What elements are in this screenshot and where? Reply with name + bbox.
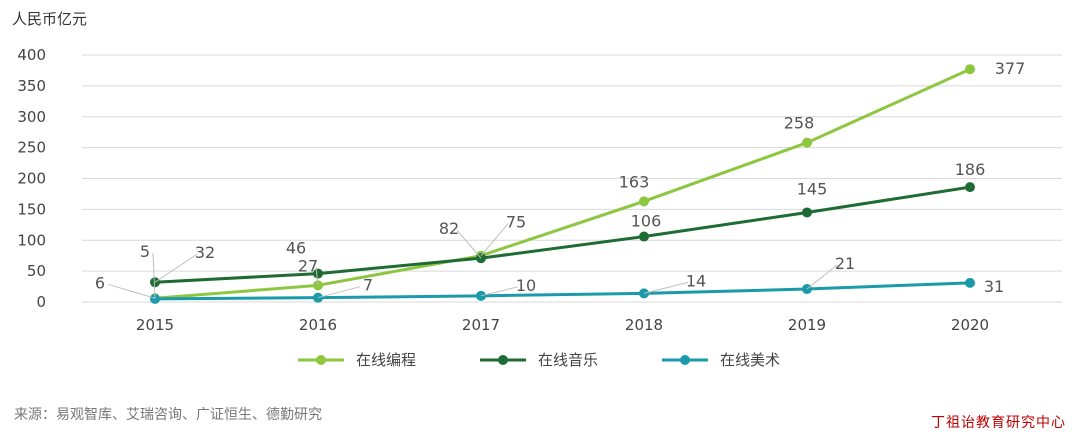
leader-line xyxy=(154,253,198,283)
x-tick-label: 2015 xyxy=(136,316,174,334)
legend-marker xyxy=(498,355,508,365)
data-label: 75 xyxy=(506,213,526,232)
watermark: 丁祖诒教育研究中心 xyxy=(931,415,1066,431)
data-point xyxy=(802,137,812,148)
data-label: 27 xyxy=(298,256,318,275)
series-line-3 xyxy=(154,281,971,301)
data-label: 186 xyxy=(955,160,986,179)
data-point xyxy=(639,231,649,242)
x-tick-label: 2020 xyxy=(951,316,989,334)
x-tick-label: 2019 xyxy=(788,316,826,334)
series-line-1 xyxy=(154,67,971,300)
y-tick-label: 100 xyxy=(17,231,46,249)
leader-line xyxy=(643,281,689,294)
leader-line xyxy=(107,283,156,299)
leader-line xyxy=(152,252,156,299)
y-tick-label: 50 xyxy=(27,262,46,280)
data-label: 14 xyxy=(686,271,706,290)
x-tick-label: 2017 xyxy=(462,316,500,334)
y-tick-label: 0 xyxy=(36,293,46,311)
data-label: 106 xyxy=(631,212,662,231)
legend-marker xyxy=(316,355,326,365)
data-point xyxy=(313,268,323,279)
y-tick-label: 250 xyxy=(17,139,46,157)
data-label: 10 xyxy=(516,276,536,295)
leader-line xyxy=(317,286,361,299)
x-tick-label: 2018 xyxy=(625,316,663,334)
data-label: 21 xyxy=(835,254,855,273)
y-tick-label: 350 xyxy=(17,77,46,95)
legend-label: 在线美术 xyxy=(720,351,780,369)
legend-marker xyxy=(680,355,690,365)
y-axis-unit-label: 人民币亿元 xyxy=(12,10,88,28)
data-label: 32 xyxy=(195,243,215,262)
data-label: 258 xyxy=(784,114,815,133)
data-label: 6 xyxy=(95,273,105,292)
data-point xyxy=(965,182,975,193)
data-point xyxy=(965,277,975,288)
data-label: 46 xyxy=(286,239,306,258)
leader-line xyxy=(315,267,319,286)
leader-line xyxy=(480,223,509,257)
data-point xyxy=(965,64,975,75)
legend-label: 在线音乐 xyxy=(538,351,598,369)
data-label: 163 xyxy=(619,172,650,191)
source-note: 来源：易观智库、艾瑞咨询、广证恒生、德勤研究 xyxy=(14,407,322,423)
y-tick-label: 150 xyxy=(17,200,46,218)
data-label: 31 xyxy=(984,277,1004,296)
leader-line xyxy=(480,286,519,297)
y-tick-label: 400 xyxy=(17,46,46,64)
data-label: 377 xyxy=(995,59,1026,78)
legend-label: 在线编程 xyxy=(356,351,416,369)
series-line-2 xyxy=(154,185,971,284)
data-label: 82 xyxy=(439,219,459,238)
leader-line xyxy=(456,229,482,259)
x-tick-label: 2016 xyxy=(299,316,337,334)
y-tick-label: 200 xyxy=(17,170,46,188)
data-label: 7 xyxy=(363,276,373,295)
data-point xyxy=(639,196,649,207)
data-label: 145 xyxy=(797,179,828,198)
data-label: 5 xyxy=(140,242,150,261)
data-point xyxy=(802,207,812,218)
y-tick-label: 300 xyxy=(17,108,46,126)
leader-line xyxy=(806,264,838,290)
